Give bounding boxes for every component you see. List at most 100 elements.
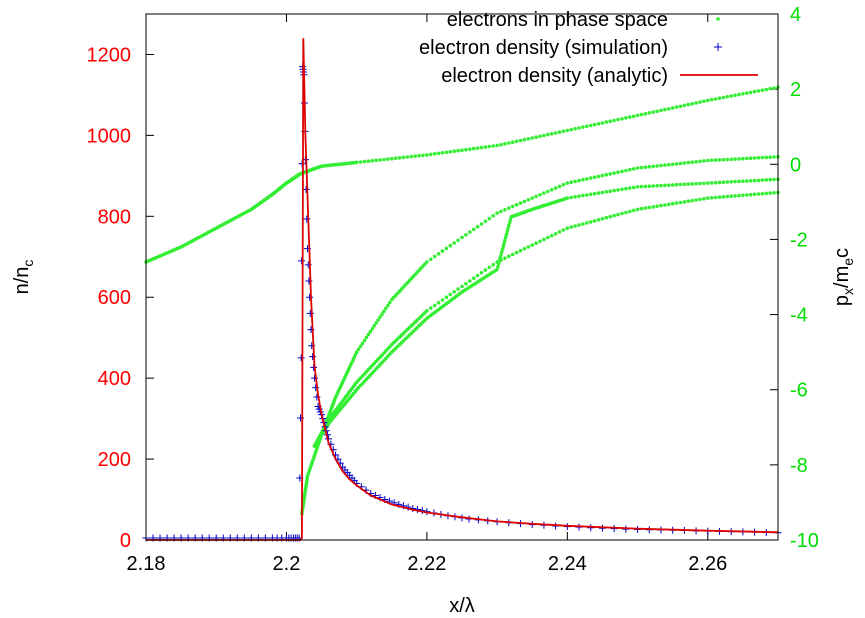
phase-space-point: [573, 224, 577, 228]
plot-frame: [145, 13, 779, 541]
phase-space-point: [514, 203, 519, 207]
phase-space-point: [507, 223, 511, 228]
y-left-tick-label: 800: [98, 206, 131, 228]
phase-space-point: [706, 196, 710, 200]
phase-space-point: [647, 205, 652, 210]
phase-space-point: [471, 276, 476, 281]
phase-space-point: [600, 121, 605, 125]
phase-space-point: [631, 185, 636, 190]
phase-space-point: [592, 191, 597, 196]
phase-space-point: [725, 180, 730, 184]
phase-space-point: [386, 157, 390, 161]
phase-space-point: [721, 195, 726, 199]
y-right-tick-label: 4: [790, 4, 801, 26]
phase-space-point: [772, 177, 776, 182]
phase-space-point: [370, 327, 375, 331]
phase-space-point: [499, 253, 503, 257]
phase-space-point: [616, 188, 620, 192]
phase-space-point: [737, 193, 741, 198]
phase-space-point: [479, 271, 484, 275]
y-right-tick-label: -10: [790, 530, 819, 552]
left-axis-label-sub: c: [20, 260, 36, 267]
y-left-tick-label: 1200: [87, 44, 132, 66]
phase-space-point: [639, 112, 644, 117]
phase-space-point: [475, 273, 480, 278]
phase-space-point: [546, 189, 550, 194]
phase-space-point: [504, 232, 509, 237]
y-right-tick-label: -2: [790, 229, 808, 251]
phase-space-point: [678, 182, 683, 187]
phase-space-point: [647, 184, 652, 188]
phase-space-point: [354, 350, 359, 354]
phase-space-point: [526, 198, 531, 202]
phase-space-point: [620, 169, 624, 174]
phase-space-point: [468, 279, 472, 283]
phase-space-point: [721, 180, 726, 184]
simulation-point: [298, 257, 306, 265]
left-axis-label-base: n/n: [11, 267, 33, 295]
phase-space-point: [721, 157, 726, 162]
phase-space-point: [510, 140, 515, 144]
analytic-density-line: [146, 38, 779, 541]
phase-space-point: [388, 300, 392, 305]
phase-space-point: [643, 165, 648, 169]
phase-space-point: [585, 221, 589, 225]
phase-space-point: [405, 155, 410, 159]
right-axis-label-mid: /m: [831, 266, 853, 288]
phase-space-point: [479, 145, 484, 150]
left-axis-ticks: 0 200 400 600 800 1000 1200: [87, 44, 154, 552]
phase-space-point: [495, 211, 499, 215]
phase-space-point: [522, 199, 527, 204]
phase-space-point: [663, 183, 667, 188]
phase-space-point: [581, 177, 585, 182]
phase-space-point: [573, 127, 577, 131]
phase-space-point: [569, 127, 573, 132]
phase-space-point: [596, 174, 601, 179]
phase-space-point: [569, 225, 573, 229]
phase-space-point: [748, 90, 753, 95]
phase-space-point: [432, 254, 437, 259]
phase-space-point: [674, 162, 679, 166]
phase-space-point: [764, 155, 769, 160]
phase-space-point: [670, 162, 675, 167]
phase-space-point: [604, 215, 609, 220]
phase-space-point: [729, 94, 733, 98]
phase-space-point: [507, 254, 511, 259]
phase-space-point: [717, 195, 722, 199]
right-axis-ticks: -10 -8 -6 -4 -2 0 2 4: [770, 4, 819, 552]
phase-space-point: [468, 230, 472, 234]
phase-space-point: [639, 206, 644, 211]
phase-space-point: [390, 156, 394, 161]
phase-space-point: [496, 264, 500, 269]
phase-space-point: [413, 154, 418, 158]
phase-space-point: [674, 201, 679, 205]
phase-space-point: [651, 205, 655, 209]
phase-space-point: [384, 306, 388, 311]
phase-space-point: [444, 150, 449, 155]
phase-space-point: [592, 219, 597, 223]
phase-space-point: [495, 267, 499, 272]
phase-space-point: [526, 245, 531, 249]
phase-space-point: [471, 146, 476, 151]
phase-space-point: [655, 164, 659, 168]
phase-space-point: [362, 338, 367, 343]
phase-space-point: [756, 156, 761, 160]
phase-space-point: [702, 196, 706, 201]
phase-space-point: [663, 203, 667, 207]
phase-space-point: [553, 131, 558, 135]
phase-space-point: [631, 208, 636, 213]
phase-space-point: [635, 113, 640, 118]
phase-space-point: [491, 144, 496, 148]
phase-space-point: [436, 300, 441, 305]
phase-space-point: [448, 292, 453, 297]
phase-space-point: [752, 89, 757, 94]
bottom-axis-ticks: 2.18 2.2 2.22 2.24 2.26: [127, 14, 727, 575]
phase-space-point: [505, 229, 510, 234]
phase-space-point: [659, 108, 663, 113]
phase-space-point: [635, 207, 640, 212]
y-left-tick-label: 200: [98, 449, 131, 471]
phase-space-point: [709, 196, 714, 200]
phase-space-point: [717, 158, 722, 162]
phase-space-point: [460, 235, 464, 240]
phase-space-point: [464, 233, 468, 237]
